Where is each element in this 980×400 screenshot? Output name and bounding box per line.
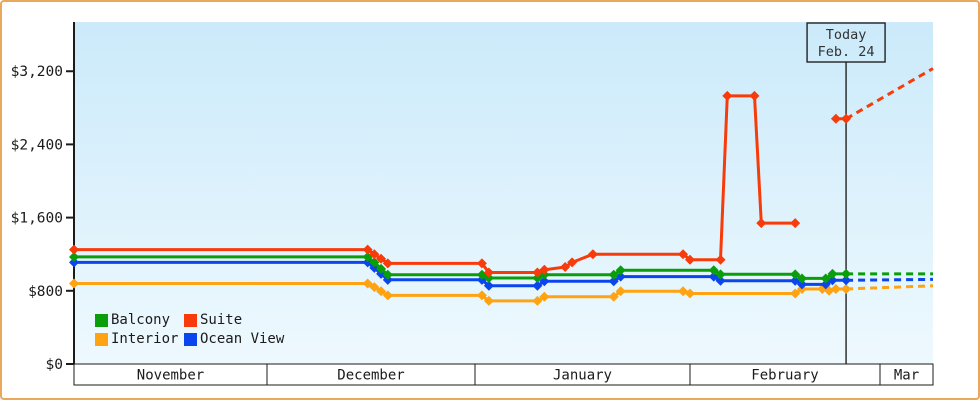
data-point	[608, 276, 619, 287]
plot-area	[74, 22, 933, 364]
data-point	[483, 295, 494, 306]
today-box	[806, 22, 886, 63]
y-axis-tick-label: $0	[46, 357, 63, 373]
month-label: January	[553, 368, 612, 384]
data-point	[685, 254, 695, 265]
data-point	[539, 264, 550, 275]
data-point	[483, 272, 494, 283]
forecast-line-suite	[845, 67, 934, 121]
data-point	[376, 286, 387, 297]
data-point	[841, 113, 852, 124]
data-point	[827, 268, 838, 279]
month-label: November	[137, 368, 204, 384]
data-point	[790, 269, 801, 280]
forecast-line-interior	[846, 284, 934, 291]
data-point	[69, 244, 79, 255]
data-point	[708, 265, 719, 276]
month-label: December	[337, 368, 404, 384]
data-point	[362, 278, 373, 289]
series-balcony	[69, 251, 933, 284]
data-point	[369, 282, 380, 293]
series-interior	[69, 278, 934, 306]
data-point	[483, 280, 494, 291]
series-suite	[69, 67, 934, 278]
data-point	[790, 288, 801, 299]
y-axis-tick-label: $1,600	[11, 211, 63, 227]
data-point	[615, 286, 626, 297]
data-point	[830, 283, 841, 294]
data-point	[608, 269, 619, 280]
y-axis-tick-label: $800	[28, 284, 63, 300]
data-point	[820, 273, 831, 284]
data-point	[483, 267, 494, 278]
data-point	[476, 290, 487, 301]
data-point	[362, 244, 373, 255]
data-point	[560, 262, 571, 273]
forecast-line-ocean-view	[846, 277, 934, 282]
y-axis-tick-label: $3,200	[11, 64, 63, 80]
data-point	[841, 275, 852, 286]
data-point	[678, 249, 689, 260]
data-point	[615, 271, 626, 282]
data-point	[69, 278, 79, 289]
data-point	[476, 258, 487, 269]
data-point	[587, 249, 598, 260]
data-point	[715, 269, 726, 280]
data-point	[796, 279, 807, 290]
data-point	[790, 218, 801, 229]
month-cell	[879, 363, 934, 386]
data-point	[756, 218, 767, 229]
data-point	[382, 290, 393, 301]
data-point	[841, 268, 852, 279]
data-point	[382, 258, 393, 269]
data-point	[532, 295, 543, 306]
today-label-line1: Today	[826, 27, 867, 43]
data-point	[69, 251, 79, 262]
data-point	[376, 253, 387, 264]
data-point	[539, 291, 550, 302]
data-point	[369, 249, 380, 260]
data-point	[749, 90, 760, 101]
data-point	[567, 257, 578, 268]
month-label: Mar	[894, 368, 919, 384]
data-point	[615, 265, 626, 276]
data-point	[608, 291, 619, 302]
y-axis-tick-label: $2,400	[11, 137, 63, 153]
data-point	[841, 283, 852, 294]
data-point	[382, 269, 393, 280]
data-point	[539, 276, 550, 287]
data-point	[722, 90, 733, 101]
data-point	[830, 113, 841, 124]
data-point	[69, 257, 79, 268]
data-point	[796, 273, 807, 284]
today-label-line2: Feb. 24	[818, 44, 875, 60]
data-point	[532, 272, 543, 283]
data-point	[715, 275, 726, 286]
month-label: February	[751, 368, 818, 384]
data-point	[369, 257, 380, 268]
month-band: November December January February Mar	[73, 363, 934, 386]
data-point	[376, 263, 387, 274]
data-point	[532, 280, 543, 291]
data-point	[382, 274, 393, 285]
data-point	[715, 254, 726, 265]
data-point	[820, 279, 831, 290]
data-point	[685, 288, 695, 299]
